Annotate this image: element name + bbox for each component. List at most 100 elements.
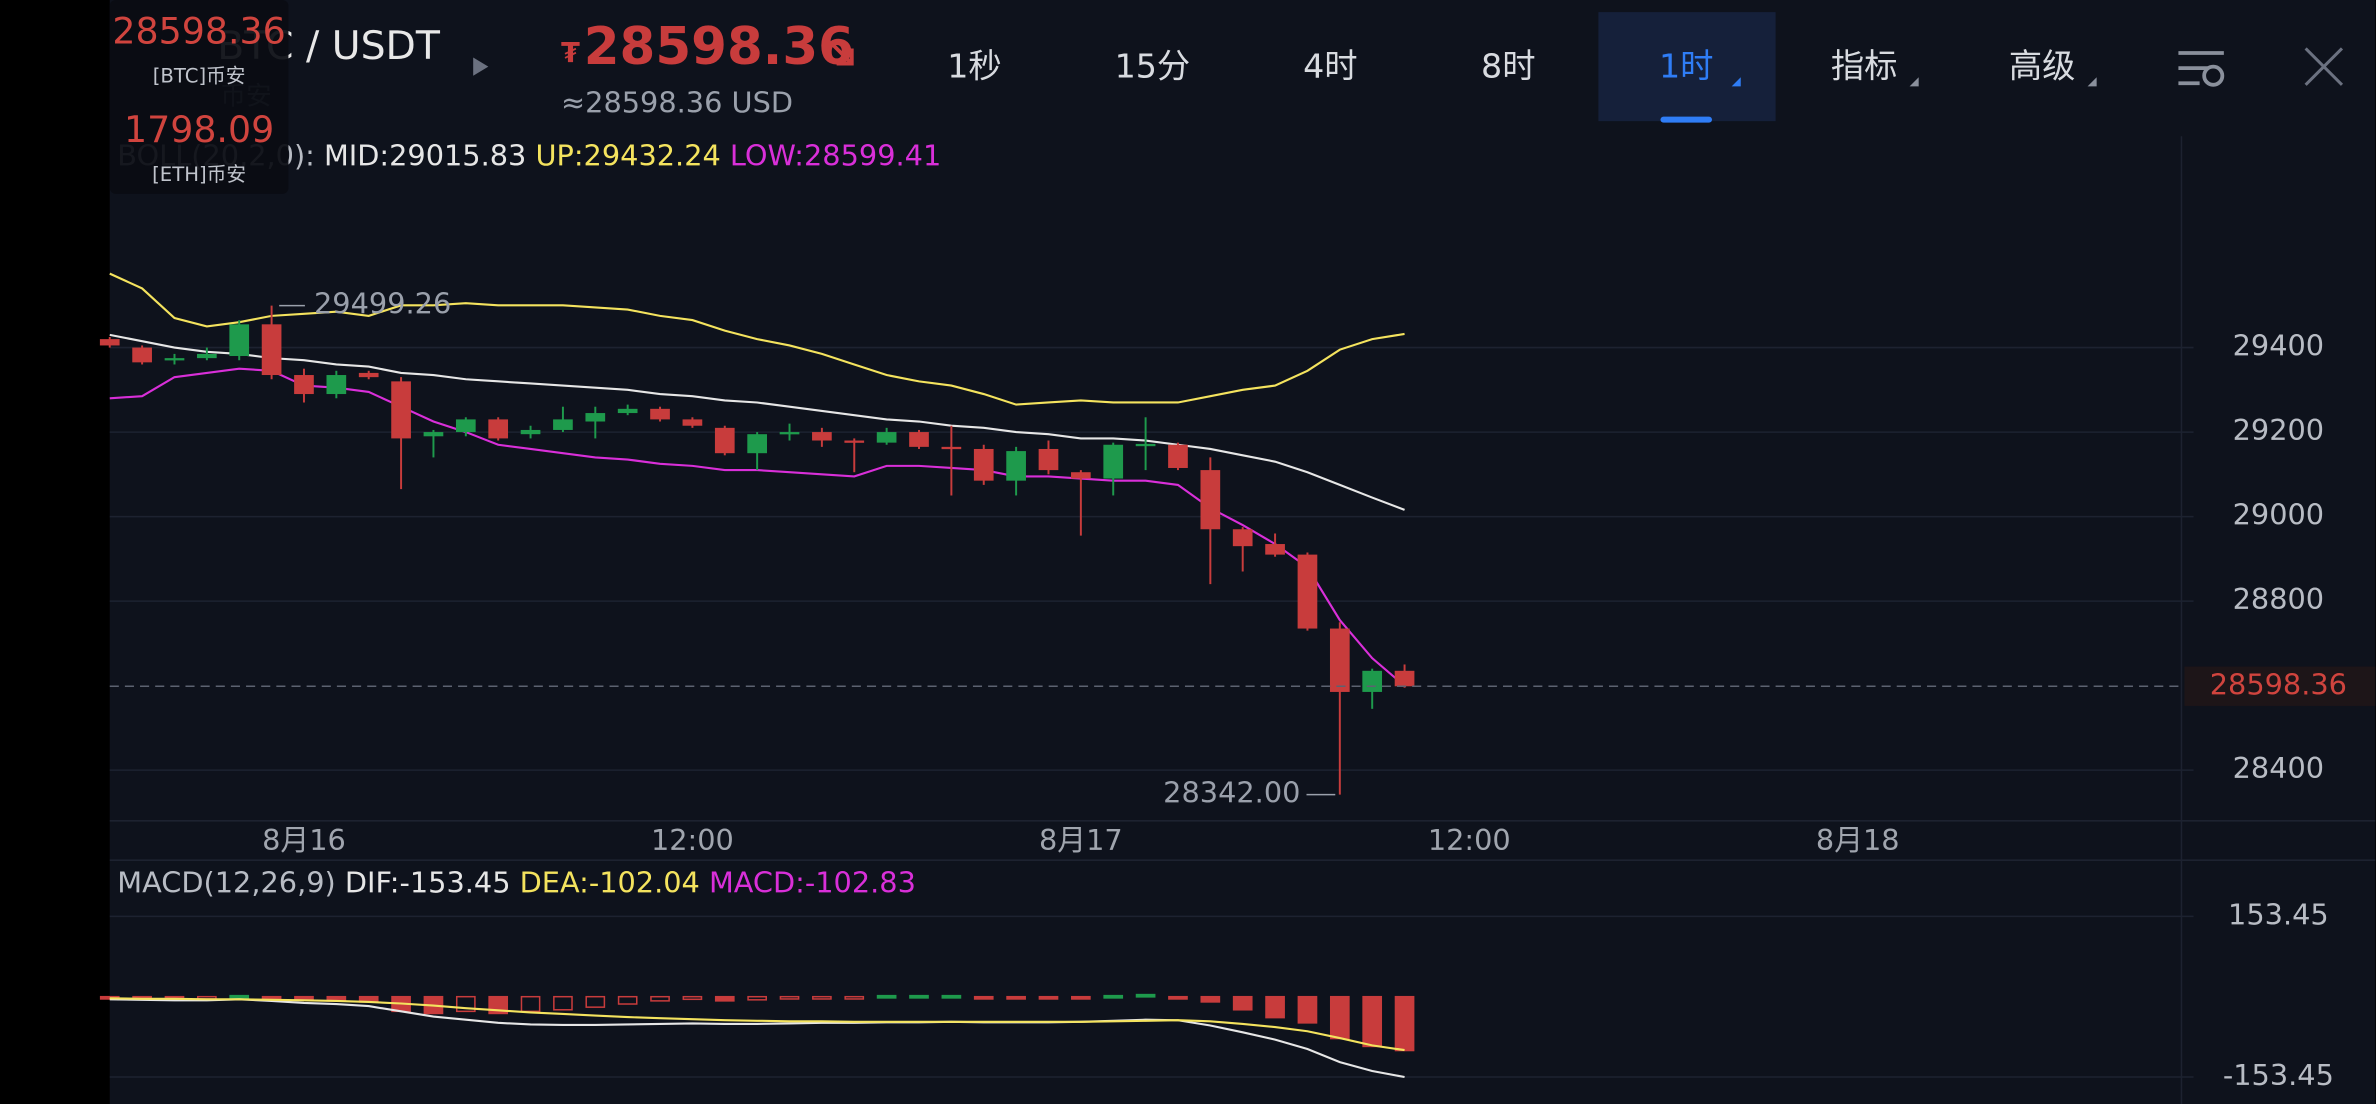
candle-body <box>1200 470 1221 530</box>
macd-bar <box>812 995 832 1000</box>
candle-body <box>164 358 185 361</box>
macd-bar <box>585 995 606 1008</box>
macd-bar <box>1071 995 1091 1000</box>
tab[interactable]: 1秒 <box>947 47 1001 86</box>
widget-bg <box>109 0 289 194</box>
macd-bar <box>714 995 735 1002</box>
y-tick-label: 29400 <box>2233 329 2325 363</box>
usd-price: ≈28598.36 USD <box>561 85 793 119</box>
candle-body <box>488 419 509 439</box>
y-tick-label: 29000 <box>2233 498 2325 532</box>
tab[interactable]: 8时 <box>1481 47 1535 86</box>
widget-source: [BTC]币安 <box>153 65 246 88</box>
indicator-label: DIF:-153.45 <box>345 865 511 899</box>
candle-body <box>1071 472 1091 479</box>
dropdown-marker <box>1731 77 1741 87</box>
macd-bar <box>650 995 670 1002</box>
last-price-label: 28598.36 <box>2210 667 2347 701</box>
y-tick-label: 28800 <box>2233 582 2325 616</box>
candle-body <box>1329 628 1350 692</box>
macd-bar <box>1135 993 1156 998</box>
tab[interactable]: 1时 <box>1659 47 1713 86</box>
macd-bar <box>1329 995 1350 1040</box>
widget-price: 28598.36 <box>112 9 285 52</box>
candle-body <box>391 381 411 439</box>
y-tick-label: -153.45 <box>2223 1058 2334 1092</box>
y-tick-label: 28400 <box>2233 751 2325 785</box>
candle-body <box>973 448 994 481</box>
charts: 28400 28800 29000 29200 29400 8月16 12:00 8月17 12… <box>99 136 2376 1104</box>
macd-bar <box>455 995 476 1013</box>
candle-body <box>876 432 897 443</box>
macd-bar <box>261 995 282 1000</box>
candle-body <box>1135 443 1156 447</box>
indicator-label: DEA:-102.04 <box>520 865 700 899</box>
boll-line <box>109 272 1405 406</box>
candle-body <box>617 408 638 414</box>
x-tick-label: 8月17 <box>1039 823 1123 857</box>
candle-body <box>844 440 865 443</box>
macd-bar <box>973 995 994 1000</box>
macd-bar <box>1200 995 1221 1003</box>
candle-body <box>520 429 541 435</box>
tab[interactable]: 4时 <box>1303 47 1357 86</box>
candle-body <box>650 408 670 420</box>
macd-bar <box>1265 995 1285 1019</box>
candle-body <box>682 419 703 426</box>
macd-bar <box>844 995 865 1000</box>
candle-body <box>1168 444 1188 468</box>
candle-body <box>1103 444 1124 479</box>
candle-body <box>909 432 929 447</box>
y-tick-label: 29200 <box>2233 413 2325 447</box>
ticker-widget[interactable]: 28598.36 [BTC]币安 1798.09 [ETH]币安 <box>109 0 289 194</box>
macd-bar <box>747 995 767 1001</box>
currency-symbol: ₮ <box>561 38 580 69</box>
candle-body <box>714 427 735 454</box>
x-tick-label: 12:00 <box>651 823 734 857</box>
macd-line <box>109 997 1405 1052</box>
x-tick-label: 8月16 <box>262 823 346 857</box>
candle-body <box>132 347 152 363</box>
candle-body <box>423 432 444 437</box>
indicator-label: LOW:28599.41 <box>730 138 941 172</box>
candle-body <box>1297 554 1318 629</box>
down-arrow <box>829 41 854 66</box>
candle-body <box>358 372 379 378</box>
macd-bar <box>617 995 638 1005</box>
macd-bar <box>1297 995 1318 1024</box>
candle-body <box>326 375 347 395</box>
candle-body <box>1038 448 1059 471</box>
candle-body <box>585 413 606 422</box>
tab-bar: 1秒 15分 4时 8时 1时 指标 高级 <box>947 12 2097 123</box>
macd-bar <box>1394 995 1415 1052</box>
widget-source: [ETH]币安 <box>152 163 246 186</box>
last-price-tag <box>2184 666 2376 706</box>
active-tab-indicator <box>1660 116 1712 123</box>
indicator-label: MACD:-102.83 <box>709 865 916 899</box>
widget-price: 1798.09 <box>124 108 274 151</box>
macd-bar <box>1038 995 1059 1000</box>
candle-body <box>1232 529 1253 547</box>
header: BTC / USDT 币安 ₮ 28598.36 ≈28598.36 USD <box>217 17 2344 119</box>
tab[interactable]: 15分 <box>1115 47 1191 86</box>
candle-body <box>1006 451 1026 481</box>
candle-body <box>1362 670 1383 692</box>
macd-bar <box>1362 995 1383 1048</box>
candle-body <box>779 432 800 435</box>
macd-bar <box>1103 994 1124 999</box>
annotation: 29499.26 <box>314 287 451 321</box>
tab[interactable]: 指标 <box>1831 47 1898 86</box>
price: 28598.36 <box>584 17 854 77</box>
macd-bar <box>1006 995 1026 1000</box>
macd-bar <box>909 994 929 999</box>
candle-body <box>747 434 767 454</box>
annotation: 28342.00 <box>1163 776 1300 810</box>
settings-icon[interactable] <box>2178 51 2225 87</box>
play-icon[interactable] <box>473 57 489 76</box>
tab[interactable]: 高级 <box>2009 47 2076 86</box>
candle-body <box>812 432 832 441</box>
candle-body <box>99 339 120 346</box>
macd-bar <box>229 994 250 999</box>
close-button[interactable] <box>2304 47 2344 86</box>
